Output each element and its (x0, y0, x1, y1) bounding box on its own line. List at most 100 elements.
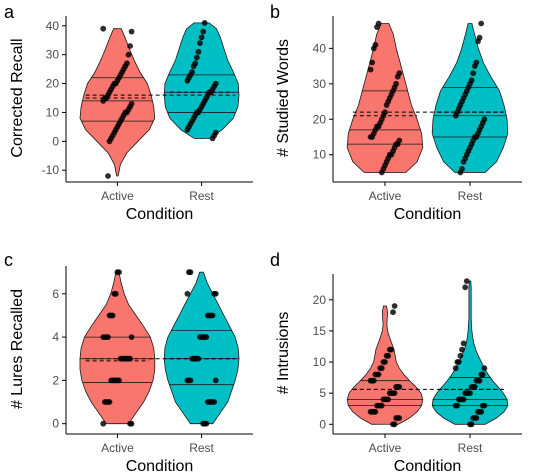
data-point (479, 402, 486, 409)
violin-group-active (79, 269, 156, 427)
violin-rest (163, 271, 240, 425)
violin-rest (163, 22, 240, 139)
data-point (457, 352, 464, 359)
data-point (370, 45, 377, 52)
data-point (200, 28, 207, 35)
data-point (386, 390, 393, 396)
data-point (197, 40, 203, 46)
data-point (367, 134, 374, 140)
data-point (454, 359, 461, 365)
y-tick-label: 40 (46, 19, 60, 33)
data-point (369, 59, 376, 66)
panel-c: 0 2 4 6 Active Rest Condition # Lures Recalled c (4, 250, 253, 473)
data-point (478, 371, 485, 378)
data-point (367, 66, 374, 73)
data-point (205, 312, 211, 319)
data-point (460, 340, 467, 347)
violin-active (346, 305, 424, 425)
data-point (377, 365, 384, 372)
x-tick-label: Active (369, 441, 402, 455)
data-point (463, 278, 470, 284)
y-tick-label: 30 (46, 48, 60, 62)
data-point (106, 138, 113, 145)
violin-rest (431, 280, 509, 425)
data-point (197, 334, 203, 340)
data-point (470, 70, 477, 77)
data-point (184, 290, 191, 297)
x-tick-label: Rest (458, 189, 483, 203)
data-point (452, 402, 459, 409)
data-point (462, 284, 469, 291)
data-point (380, 359, 387, 365)
data-point (380, 396, 387, 403)
y-tick-label: 40 (313, 41, 327, 55)
data-point (383, 102, 390, 108)
data-point (471, 63, 478, 69)
data-point (475, 38, 481, 45)
y-tick-label: 0 (319, 417, 326, 431)
x-tick-label: Active (369, 189, 402, 203)
y-tick-label: 20 (313, 112, 327, 126)
data-point (211, 290, 218, 297)
y-tick-label: -10 (42, 163, 60, 177)
data-point (100, 420, 107, 427)
data-point (105, 173, 111, 179)
data-point (481, 365, 488, 372)
x-tick-label: Rest (189, 189, 214, 203)
panel-d: 0 5 10 15 20 Active Rest Condition # Intrusions d (270, 250, 522, 473)
data-point (186, 269, 192, 276)
violin-group-rest (163, 269, 240, 427)
data-point (462, 390, 469, 396)
x-tick-label: Active (101, 441, 134, 455)
data-point (468, 384, 475, 390)
data-point (198, 34, 205, 41)
data-point (467, 421, 473, 428)
data-point (100, 334, 107, 340)
data-point (128, 28, 135, 35)
y-tick-label: 10 (313, 355, 327, 369)
violin-group-active (346, 303, 424, 428)
data-point (456, 396, 462, 403)
data-point (470, 415, 477, 421)
data-point (457, 169, 464, 176)
y-tick-label: 30 (313, 77, 327, 91)
y-tick-label: 4 (52, 330, 59, 344)
data-point (117, 355, 124, 362)
data-point (128, 334, 135, 340)
data-point (108, 377, 114, 384)
data-point (100, 25, 107, 32)
data-point (372, 371, 379, 378)
y-tick-label: 20 (46, 77, 60, 91)
data-point (459, 346, 465, 353)
violin-group-rest (431, 20, 509, 176)
data-point (378, 169, 385, 176)
data-point (367, 408, 374, 415)
data-point (475, 408, 481, 415)
data-point (367, 377, 374, 384)
data-point (205, 399, 211, 405)
x-tick-label: Rest (189, 441, 214, 455)
data-point (391, 303, 398, 309)
data-point (201, 20, 208, 26)
y-axis-title: # Lures Recalled (9, 289, 26, 409)
panel-letter: d (270, 250, 280, 270)
data-point (184, 126, 191, 133)
data-point (127, 420, 133, 427)
y-tick-label: 10 (313, 148, 327, 162)
data-point (390, 309, 396, 316)
data-point (193, 54, 200, 61)
violin-group-rest (431, 278, 509, 428)
violin-group-rest (163, 20, 240, 142)
data-point (452, 112, 459, 119)
y-tick-label: 0 (52, 134, 59, 148)
data-point (394, 73, 401, 80)
data-point (106, 312, 113, 319)
violin-group-active (79, 25, 156, 179)
violin-active (79, 28, 156, 177)
y-tick-label: 15 (313, 324, 327, 338)
y-axis-title: Corrected Recall (9, 38, 26, 157)
data-point (390, 421, 396, 428)
data-point (184, 77, 191, 84)
x-axis-title: Condition (394, 458, 462, 473)
